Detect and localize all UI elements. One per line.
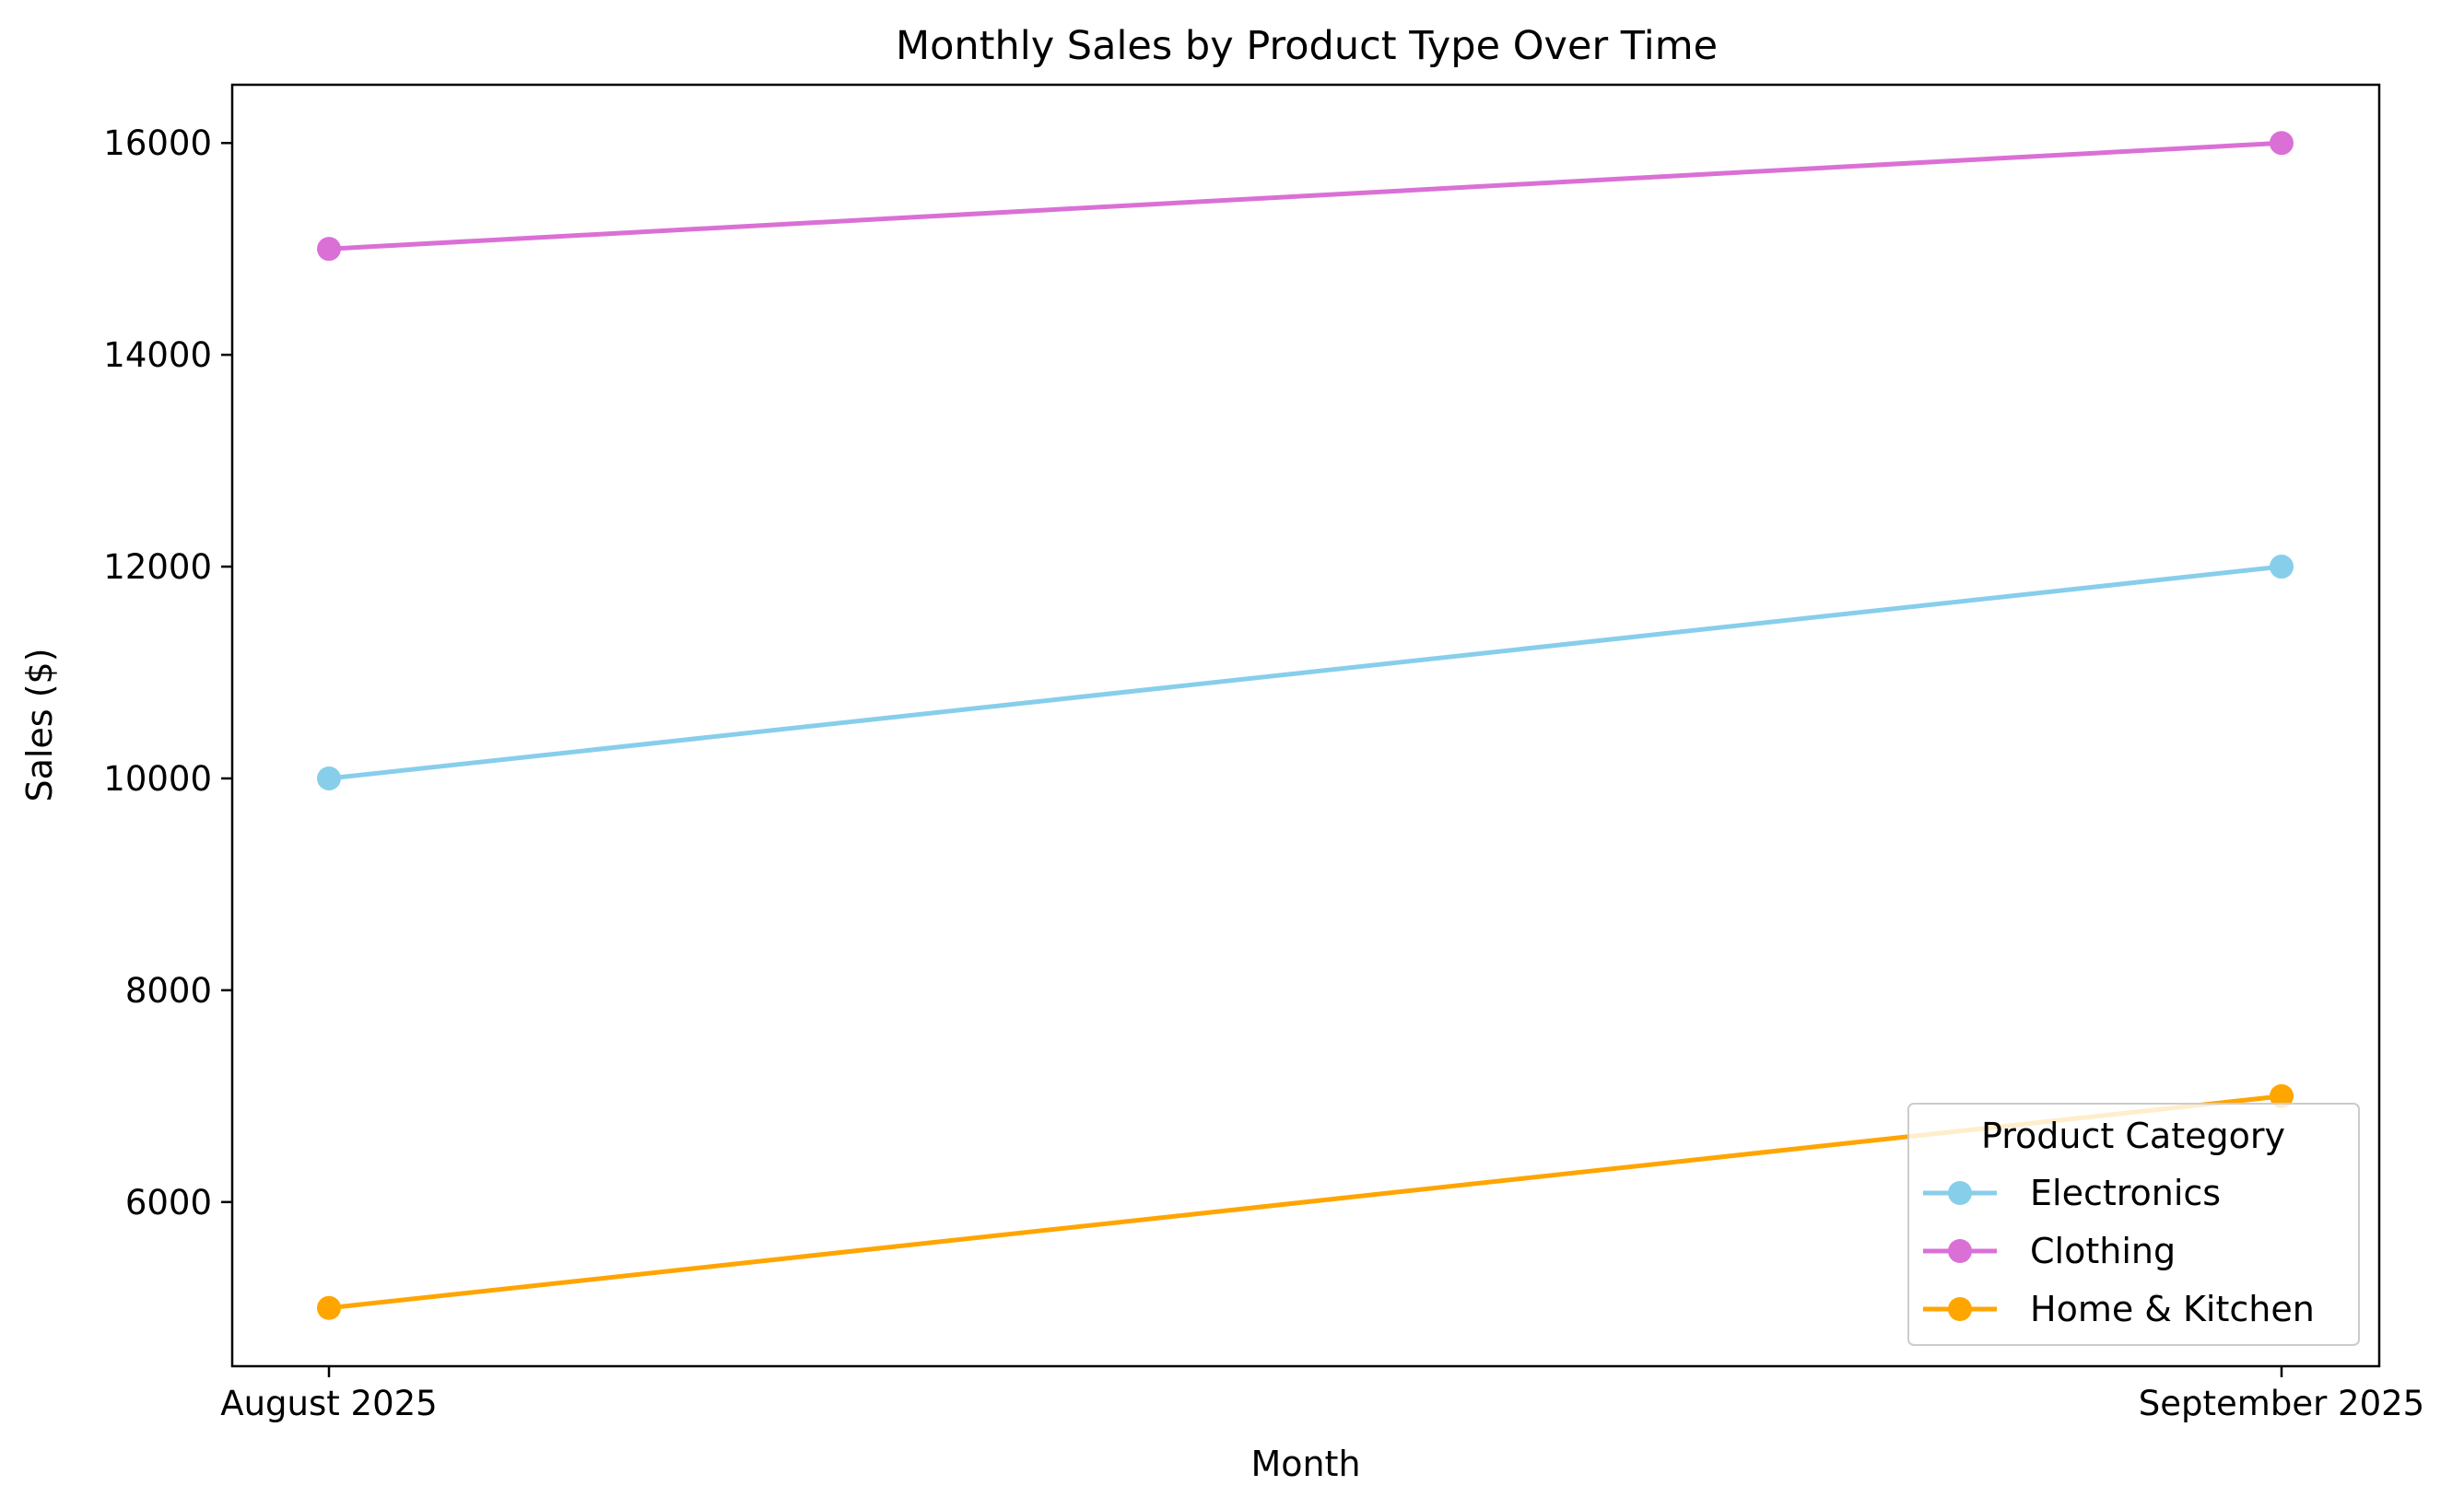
series-line-clothing (326, 140, 2284, 251)
y-axis: 6000 8000 10000 12000 14000 16000 (103, 123, 232, 1222)
legend-label: Clothing (2030, 1231, 2176, 1271)
legend-item-electronics: Electronics (1923, 1173, 2221, 1213)
y-tick-label: 14000 (103, 335, 212, 375)
plot-area: 6000 8000 10000 12000 14000 16000 August 2025… (103, 83, 2424, 1423)
y-tick-label: 10000 (103, 759, 212, 799)
series-electronics (317, 555, 2294, 790)
y-tick-label: 6000 (125, 1183, 212, 1222)
legend: Product Category Electronics Clothing Home… (1907, 1103, 2360, 1346)
y-tick-label: 8000 (125, 971, 212, 1011)
legend-item-home-kitchen: Home & Kitchen (1923, 1289, 2315, 1329)
data-point-home-kitchen (2270, 1083, 2294, 1108)
x-axis-label: Month (1250, 1444, 1360, 1484)
y-tick-label: 16000 (103, 123, 212, 163)
legend-title: Product Category (1981, 1116, 2285, 1156)
series-clothing (317, 131, 2294, 262)
y-axis-label: Sales ($) (19, 648, 60, 801)
series-line-electronics (326, 564, 2284, 781)
legend-marker (1948, 1181, 1972, 1205)
legend-label: Home & Kitchen (2030, 1289, 2315, 1329)
legend-box (1907, 1103, 2360, 1346)
plot-frame (230, 83, 2381, 1368)
legend-label: Electronics (2030, 1173, 2221, 1213)
x-tick-label: September 2025 (2139, 1384, 2424, 1423)
data-point-clothing (317, 237, 341, 262)
x-axis: August 2025 September 2025 (220, 1366, 2424, 1423)
chart-title: Monthly Sales by Product Type Over Time (896, 23, 1718, 69)
data-point-electronics (2270, 555, 2294, 579)
legend-item-clothing: Clothing (1923, 1231, 2176, 1271)
y-tick-label: 12000 (103, 547, 212, 587)
data-point-clothing (2270, 131, 2294, 156)
data-point-home-kitchen (317, 1295, 341, 1320)
data-point-electronics (317, 766, 341, 790)
legend-marker (1948, 1297, 1972, 1321)
x-tick-label: August 2025 (220, 1384, 437, 1423)
legend-marker (1948, 1239, 1972, 1263)
legend-items: Electronics Clothing Home & Kitchen (1923, 1173, 2315, 1329)
